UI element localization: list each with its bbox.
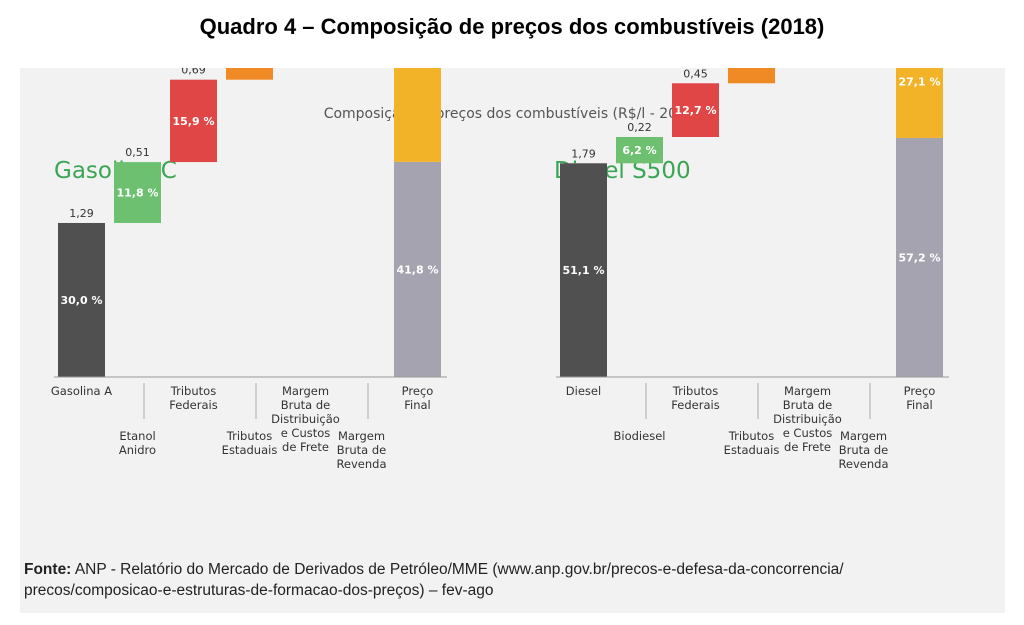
chart1-category-label-5-line-2: Bruta de	[281, 398, 331, 412]
chart1-value-label-1: 1,29	[69, 207, 94, 220]
chart1-category-label-5-line-3: Distribuição	[271, 412, 340, 426]
chart1-category-label-6-line-3: Revenda	[336, 457, 386, 471]
chart2-value-label-2: 0,22	[627, 121, 652, 134]
chart2-value-label-1: 1,79	[571, 147, 596, 160]
chart2-bar-3	[672, 83, 719, 138]
chart2-pct-label-1: 51,1 %	[563, 264, 605, 277]
chart1-category-label-5-line-1: Margem	[282, 384, 329, 398]
chart2-category-label-5-line-5: de Frete	[784, 440, 831, 454]
chart2-category-label-1-line-1: Diesel	[566, 384, 601, 398]
chart1-value-label-3: 0,69	[181, 68, 206, 77]
chart1-category-label-4-line-1: Tributos	[226, 429, 272, 443]
chart2-category-label-6-line-1: Margem	[840, 429, 887, 443]
chart2-bar-4	[728, 68, 775, 84]
chart2-category-label-5-line-4: e Custos	[783, 426, 833, 440]
chart1-final-segment-1	[394, 161, 441, 377]
chart2-final-segment-1	[896, 137, 943, 377]
chart2-category-label-3-line-1: Tributos	[672, 384, 718, 398]
chart2-bar-2	[616, 137, 663, 164]
chart1-pct-label-2: 11,8 %	[117, 187, 159, 200]
chart2-category-label-5-line-3: Distribuição	[773, 412, 842, 426]
chart2-category-label-4-line-2: Estaduais	[724, 443, 780, 457]
chart1-category-label-2-line-1: Etanol	[119, 429, 155, 443]
chart1-category-label-1-line-1: Gasolina A	[51, 384, 112, 398]
chart1-category-label-3-line-1: Tributos	[170, 384, 216, 398]
chart2-category-label-7-line-1: Preço	[904, 384, 936, 398]
chart1-pct-label-3: 15,9 %	[173, 115, 215, 128]
chart2-pct-label-2: 6,2 %	[622, 144, 656, 157]
page-title: Quadro 4 – Composição de preços dos comb…	[199, 14, 825, 39]
chart1-bar-2	[114, 162, 161, 223]
chart1-final-pct-label-1: 41,8 %	[397, 263, 439, 276]
chart1-category-label-6-line-2: Bruta de	[337, 443, 387, 457]
source-label: Fonte:	[24, 561, 72, 578]
chart2-category-label-5-line-2: Bruta de	[783, 398, 833, 412]
chart1-value-label-2: 0,51	[125, 146, 150, 159]
chart2-category-label-6-line-3: Revenda	[838, 457, 888, 471]
chart1-category-label-6-line-1: Margem	[338, 429, 385, 443]
chart1-pct-label-1: 30,0 %	[61, 294, 103, 307]
waterfall-charts: Composição de preços dos combustíveis (R…	[51, 68, 949, 471]
chart2-final-segment-2	[896, 68, 943, 138]
chart2-final-pct-label-1: 57,2 %	[899, 251, 941, 264]
chart2-pct-label-3: 12,7 %	[675, 104, 717, 117]
chart2-value-label-3: 0,45	[683, 68, 708, 80]
chart1-final-segment-2	[394, 68, 441, 162]
chart2-category-label-5-line-1: Margem	[784, 384, 831, 398]
chart2-category-label-2-line-1: Biodiesel	[614, 429, 666, 443]
chart2-category-label-6-line-2: Bruta de	[839, 443, 889, 457]
chart1-category-label-7-line-1: Preço	[402, 384, 434, 398]
source-note: Fonte: ANP - Relatório do Mercado de Der…	[24, 559, 999, 601]
chart1-category-label-7-line-2: Final	[404, 398, 431, 412]
chart1-category-label-4-line-2: Estaduais	[222, 443, 278, 457]
source-text: ANP - Relatório do Mercado de Derivados …	[74, 561, 844, 578]
source-text-2: precos/composicao-e-estruturas-de-formac…	[24, 582, 494, 599]
chart2-category-label-7-line-2: Final	[906, 398, 933, 412]
chart1-category-label-2-line-2: Anidro	[119, 443, 156, 457]
chart1-category-label-5-line-5: de Frete	[282, 440, 329, 454]
chart2-final-pct-label-2: 27,1 %	[899, 75, 941, 88]
chart1-bar-3	[170, 79, 217, 163]
chart2-category-label-4-line-1: Tributos	[728, 429, 774, 443]
chart1-bar-4	[226, 68, 273, 80]
chart1-category-label-5-line-4: e Custos	[281, 426, 331, 440]
chart-subtitle: Composição de preços dos combustíveis (R…	[324, 106, 701, 122]
chart2-category-label-3-line-2: Federais	[671, 398, 719, 412]
chart1-bar-1	[58, 222, 105, 377]
chart1-category-label-3-line-2: Federais	[169, 398, 217, 412]
chart2-bar-1	[560, 163, 607, 377]
